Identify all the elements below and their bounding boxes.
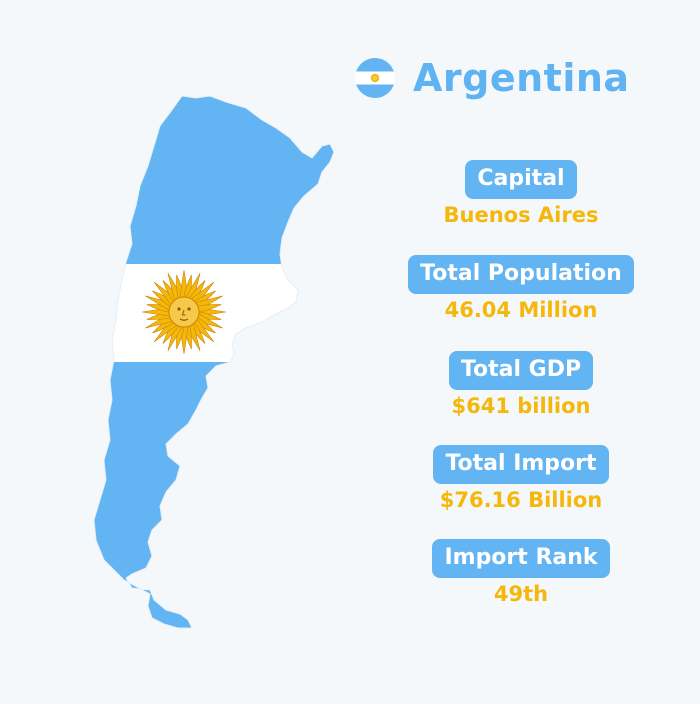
fact-label: Total Population — [408, 255, 634, 294]
sun-ray — [196, 304, 222, 313]
title-row: Argentina — [355, 56, 630, 100]
map-outline — [93, 95, 335, 629]
fact-label: Capital — [465, 160, 577, 199]
flag-svg — [355, 58, 395, 98]
fact-value: $641 billion — [451, 394, 591, 418]
fact-import-rank: Import Rank 49th — [405, 539, 637, 607]
fact-value: 49th — [493, 582, 549, 606]
sun-eye — [187, 307, 191, 311]
sun-eye — [177, 307, 181, 311]
argentina-flag-icon — [355, 58, 395, 98]
page-title: Argentina — [413, 56, 630, 100]
fact-label: Total Import — [433, 445, 609, 484]
fact-label: Import Rank — [432, 539, 610, 578]
fact-value: $76.16 Billion — [439, 488, 603, 512]
fact-gdp: Total GDP $641 billion — [405, 351, 637, 419]
sun-nose — [181, 309, 186, 316]
fact-value: 46.04 Million — [444, 298, 598, 322]
flag-stripe-top — [355, 58, 395, 72]
fact-population: Total Population 46.04 Million — [405, 255, 637, 323]
sun-mouth — [179, 318, 189, 321]
fact-capital: Capital Buenos Aires — [405, 160, 637, 228]
fact-value: Buenos Aires — [443, 203, 599, 227]
fact-import: Total Import $76.16 Billion — [405, 445, 637, 513]
flag-stripe-bottom — [355, 84, 395, 98]
flag-sun-core — [372, 75, 378, 81]
sun-of-may-icon — [141, 269, 227, 355]
sun-face — [168, 296, 200, 328]
fact-label: Total GDP — [448, 351, 594, 390]
